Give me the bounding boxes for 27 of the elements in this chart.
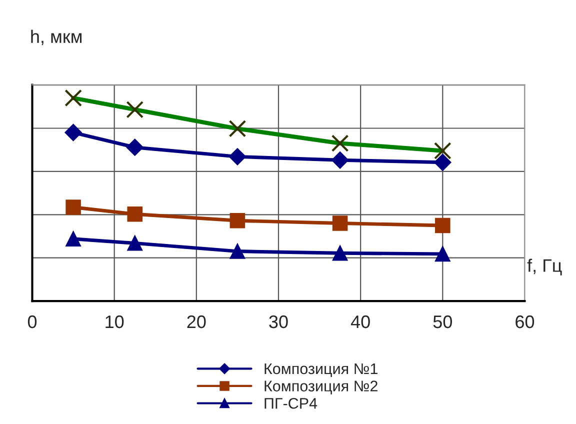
point: [66, 231, 81, 247]
point: [64, 124, 82, 142]
x-tick-label: 20: [187, 315, 206, 328]
point: [127, 236, 142, 251]
x-tick-label: 10: [106, 315, 124, 328]
point: [127, 206, 142, 222]
point: [435, 218, 450, 234]
point: [434, 154, 452, 171]
point: [332, 152, 349, 169]
y-axis-title: h, мкм: [31, 30, 82, 46]
x-tick-label: 40: [350, 315, 370, 328]
legend-label: ПГ-СР4: [264, 398, 318, 409]
point: [435, 246, 450, 262]
point: [126, 138, 144, 156]
point: [228, 148, 246, 166]
point: [332, 216, 348, 231]
x-tick-label: 60: [516, 315, 534, 328]
point: [230, 212, 246, 228]
point: [66, 200, 81, 215]
legend-label: Композиция №1: [264, 364, 378, 378]
x-tick-label: 30: [269, 315, 288, 328]
x-axis-title: f, Гц: [527, 258, 562, 276]
point: [230, 244, 246, 259]
x-tick-label: 0: [28, 315, 37, 328]
x-tick-label: 50: [433, 315, 452, 328]
point: [332, 245, 348, 261]
legend-label: Композиция №2: [264, 380, 378, 394]
